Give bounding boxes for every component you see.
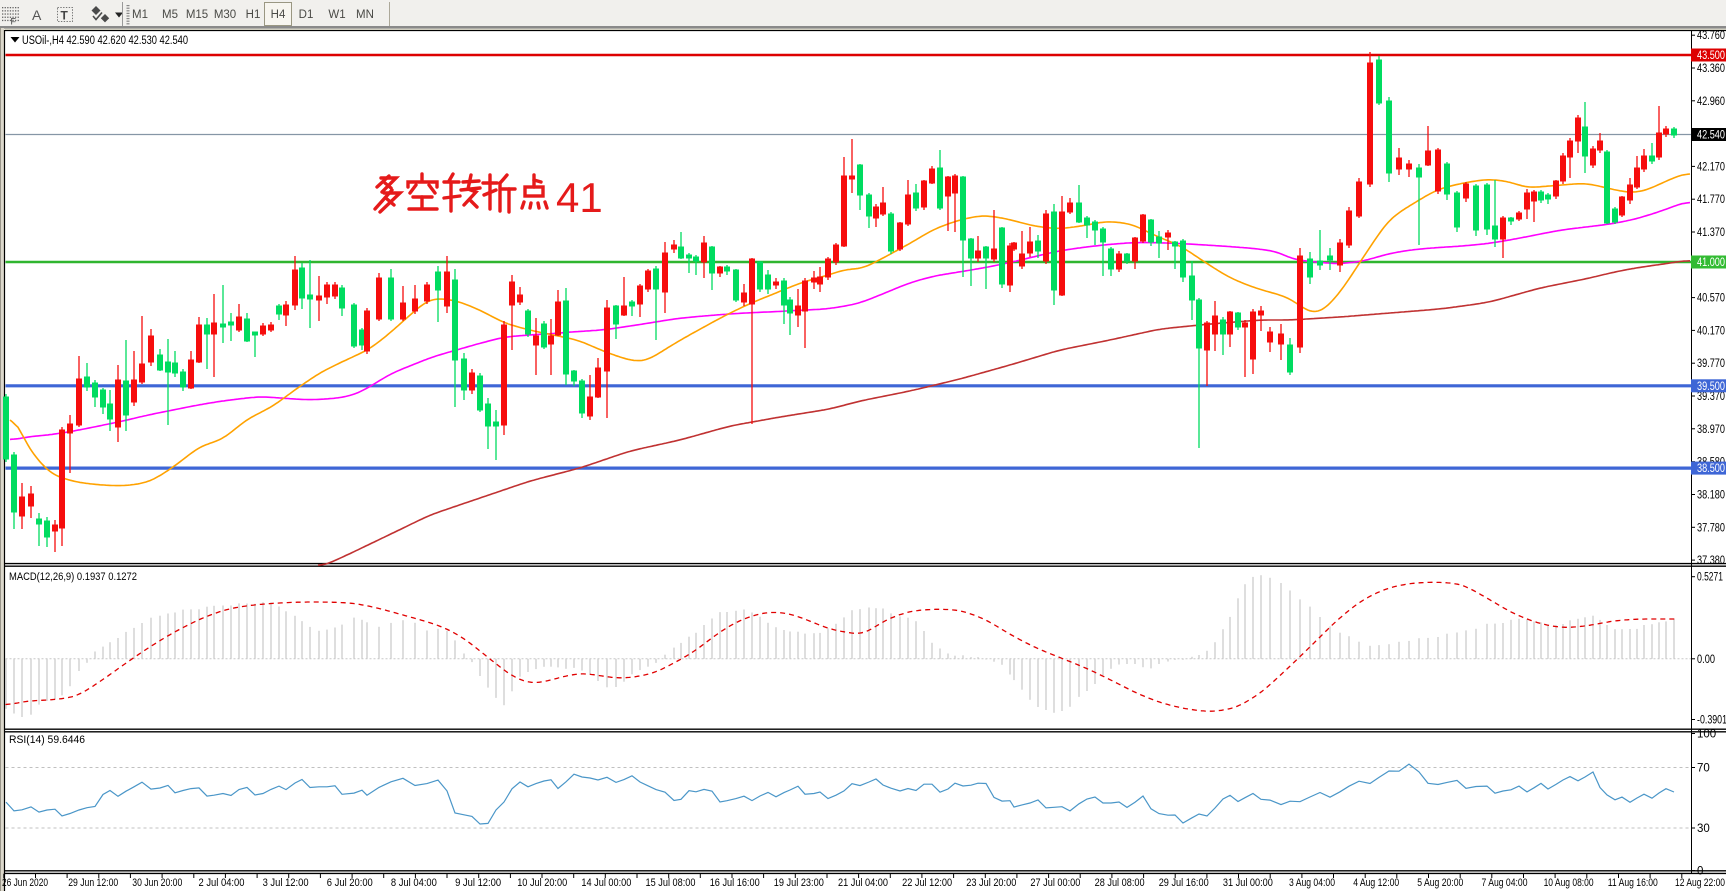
svg-text:70: 70	[1697, 763, 1710, 775]
svg-text:27 Jul 00:00: 27 Jul 00:00	[1030, 877, 1080, 889]
svg-text:3 Aug 04:00: 3 Aug 04:00	[1289, 877, 1335, 889]
svg-text:MN: MN	[356, 9, 374, 21]
svg-text:10 Jul 20:00: 10 Jul 20:00	[517, 877, 567, 889]
svg-text:F: F	[11, 17, 17, 27]
svg-text:16 Jul 16:00: 16 Jul 16:00	[710, 877, 760, 889]
svg-text:10 Aug 08:00: 10 Aug 08:00	[1544, 877, 1594, 889]
svg-text:19 Jul 23:00: 19 Jul 23:00	[774, 877, 824, 889]
svg-text:38.180: 38.180	[1697, 490, 1725, 502]
svg-text:12 Aug 22:00: 12 Aug 22:00	[1675, 877, 1725, 889]
svg-text:39.370: 39.370	[1697, 391, 1725, 403]
svg-text:A: A	[32, 7, 42, 23]
svg-text:26 Jun 2020: 26 Jun 2020	[2, 877, 48, 889]
svg-text:W1: W1	[328, 9, 345, 21]
svg-text:39.500: 39.500	[1697, 381, 1725, 393]
svg-text:M15: M15	[186, 9, 208, 21]
svg-text:21 Jul 04:00: 21 Jul 04:00	[838, 877, 888, 889]
svg-text:0.5271: 0.5271	[1697, 572, 1723, 584]
svg-text:23 Jul 20:00: 23 Jul 20:00	[966, 877, 1016, 889]
svg-text:M30: M30	[214, 9, 236, 21]
svg-text:41.000: 41.000	[1697, 257, 1725, 269]
svg-text:42.170: 42.170	[1697, 161, 1725, 173]
svg-text:38.500: 38.500	[1697, 463, 1725, 475]
svg-text:41.370: 41.370	[1697, 227, 1725, 239]
svg-text:M1: M1	[132, 9, 148, 21]
svg-text:0: 0	[1697, 866, 1703, 878]
svg-text:29 Jul 16:00: 29 Jul 16:00	[1159, 877, 1209, 889]
svg-text:MACD(12,26,9) 0.1937 0.1272: MACD(12,26,9) 0.1937 0.1272	[9, 571, 137, 583]
svg-text:28 Jul 08:00: 28 Jul 08:00	[1095, 877, 1145, 889]
svg-text:22 Jul 12:00: 22 Jul 12:00	[902, 877, 952, 889]
svg-text:15 Jul 08:00: 15 Jul 08:00	[646, 877, 696, 889]
svg-text:37.780: 37.780	[1697, 522, 1725, 534]
svg-text:40.570: 40.570	[1697, 293, 1725, 305]
svg-text:30: 30	[1697, 823, 1710, 835]
svg-text:H4: H4	[271, 9, 286, 21]
svg-text:6 Jul 20:00: 6 Jul 20:00	[327, 877, 373, 889]
svg-text:30 Jun 20:00: 30 Jun 20:00	[132, 877, 182, 889]
svg-text:38.970: 38.970	[1697, 424, 1725, 436]
svg-text:43.500: 43.500	[1697, 50, 1725, 62]
svg-text:H1: H1	[246, 9, 261, 21]
svg-text:9 Jul 12:00: 9 Jul 12:00	[455, 877, 501, 889]
svg-text:42.540: 42.540	[1697, 130, 1725, 142]
svg-text:0.00: 0.00	[1697, 654, 1715, 666]
svg-text:29 Jun 12:00: 29 Jun 12:00	[68, 877, 118, 889]
svg-text:3 Jul 12:00: 3 Jul 12:00	[263, 877, 309, 889]
svg-text:4 Aug 12:00: 4 Aug 12:00	[1353, 877, 1399, 889]
svg-text:USOil-,H4 42.590 42.620 42.53: USOil-,H4 42.590 42.620 42.530 42.540	[22, 35, 188, 47]
svg-text:5 Aug 20:00: 5 Aug 20:00	[1417, 877, 1463, 889]
svg-text:41: 41	[556, 174, 603, 221]
svg-text:31 Jul 00:00: 31 Jul 00:00	[1223, 877, 1273, 889]
svg-text:-0.3901: -0.3901	[1697, 715, 1726, 727]
svg-text:T: T	[61, 9, 69, 23]
svg-text:14 Jul 00:00: 14 Jul 00:00	[581, 877, 631, 889]
svg-text:39.770: 39.770	[1697, 358, 1725, 370]
svg-text:2 Jul 04:00: 2 Jul 04:00	[199, 877, 245, 889]
svg-text:43.360: 43.360	[1697, 63, 1725, 75]
svg-text:7 Aug 04:00: 7 Aug 04:00	[1482, 877, 1528, 889]
svg-text:41.770: 41.770	[1697, 194, 1725, 206]
svg-text:D1: D1	[299, 9, 314, 21]
svg-text:8 Jul 04:00: 8 Jul 04:00	[391, 877, 437, 889]
svg-text:100: 100	[1697, 729, 1716, 741]
svg-text:RSI(14) 59.6446: RSI(14) 59.6446	[9, 734, 85, 746]
svg-text:40.170: 40.170	[1697, 325, 1725, 337]
svg-text:M5: M5	[162, 9, 178, 21]
svg-text:37.380: 37.380	[1697, 555, 1725, 567]
svg-text:43.760: 43.760	[1697, 30, 1725, 42]
svg-text:11 Aug 16:00: 11 Aug 16:00	[1608, 877, 1658, 889]
svg-text:42.960: 42.960	[1697, 96, 1725, 108]
